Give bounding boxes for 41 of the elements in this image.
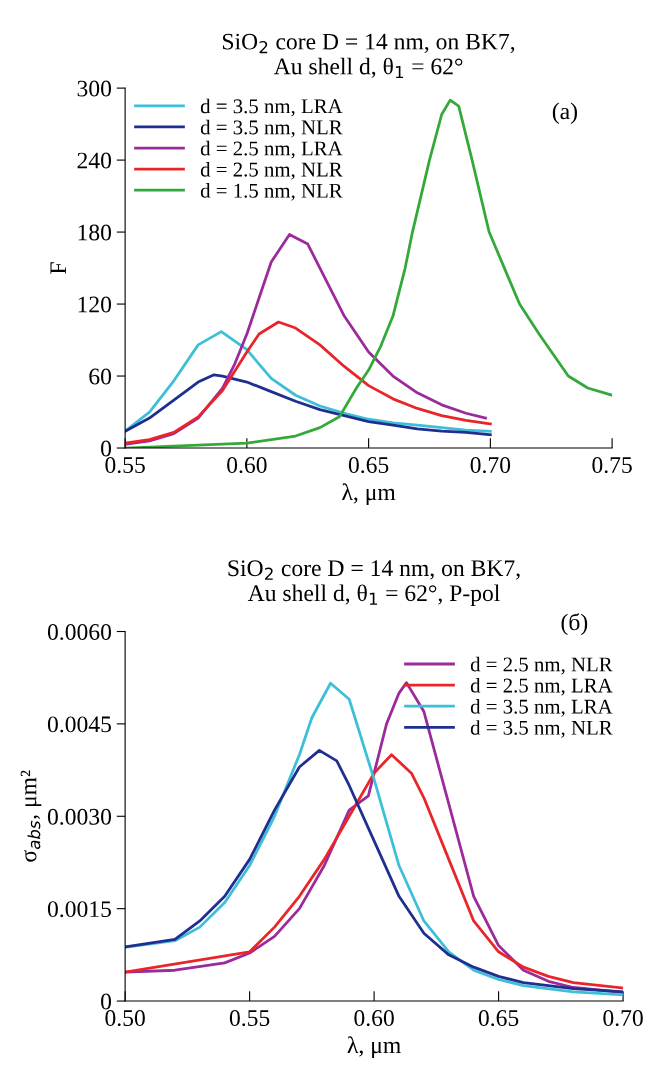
legend-label: d = 2.5 nm, NLR: [200, 161, 343, 180]
chart-title: SiO$_{2}$ core D = 14 nm, on BK7, Au shell d, θ$_{1}$ = 62°, P-pol: [228, 560, 520, 606]
legend-label: d = 2.5 nm, LRA: [470, 677, 613, 696]
x-axis-title: λ, μm: [347, 1036, 401, 1059]
line-series: [125, 373, 492, 437]
x-tick-label: 0.65: [348, 457, 389, 474]
y-tick-label: 300: [77, 80, 112, 97]
y-tick-label: 0.0060: [47, 624, 112, 641]
legend-label: d = 2.5 nm, NLR: [470, 656, 613, 675]
x-tick-label: 0.65: [478, 1010, 519, 1027]
x-tick-label: 0.75: [592, 457, 632, 474]
y-tick-label: 0: [101, 993, 112, 1010]
y-tick-label: 0.0015: [47, 901, 112, 918]
legend-label: d = 3.5 nm, LRA: [200, 98, 343, 117]
x-tick-label: 0.70: [470, 457, 511, 474]
y-axis-title: F: [50, 262, 66, 274]
y-axis-title: σ$_{abs}$, μm²: [20, 770, 42, 862]
x-tick-label: 0.50: [105, 1010, 145, 1027]
x-tick-label: 0.55: [229, 1010, 270, 1027]
x-axis-title: λ, μm: [342, 483, 396, 505]
annotation: (б): [561, 613, 588, 636]
x-tick-label: 0.70: [603, 1010, 643, 1027]
legend-label: d = 1.5 nm, NLR: [200, 183, 343, 201]
y-tick-label: 60: [89, 368, 112, 385]
y-tick-label: 0: [101, 440, 112, 457]
line-series: [125, 330, 492, 433]
legend-label: d = 2.5 nm, LRA: [200, 140, 343, 159]
annotation: (a): [552, 102, 577, 125]
y-tick-label: 180: [78, 224, 112, 241]
x-tick-label: 0.55: [105, 457, 145, 474]
y-tick-label: 0.0045: [47, 716, 112, 733]
y-tick-label: 240: [77, 152, 112, 169]
line-series: [125, 320, 492, 445]
chart-title: SiO$_{2}$ core D = 14 nm, on BK7, Au shell d, θ$_{1}$ = 62°: [222, 33, 515, 79]
y-tick-label: 120: [78, 296, 112, 313]
legend-label: d = 3.5 nm, NLR: [470, 720, 613, 738]
y-tick-label: 0.0030: [47, 808, 112, 825]
x-tick-label: 0.60: [354, 1010, 394, 1027]
x-tick-label: 0.60: [227, 457, 267, 474]
legend-label: d = 3.5 nm, NLR: [200, 119, 343, 138]
legend-label: d = 3.5 nm, LRA: [470, 699, 613, 717]
